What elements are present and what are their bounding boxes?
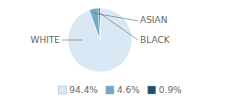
legend-label: 4.6%: [117, 85, 140, 95]
annotations: WHITE ASIAN BLACK: [30, 13, 170, 45]
legend-item: 94.4%: [58, 85, 98, 95]
slice-label: ASIAN: [140, 15, 167, 25]
pie-slice: [89, 8, 100, 40]
leader-line: [62, 40, 82, 41]
slice-label: BLACK: [140, 35, 171, 45]
legend-swatch: [58, 86, 66, 94]
legend-item: 4.6%: [106, 85, 140, 95]
legend-item: 0.9%: [148, 85, 182, 95]
legend: 94.4% 4.6% 0.9%: [58, 85, 182, 95]
legend-swatch: [148, 86, 156, 94]
leader-line: [99, 13, 138, 40]
slice-label: WHITE: [30, 35, 60, 45]
legend-swatch: [106, 86, 114, 94]
legend-label: 94.4%: [69, 85, 98, 95]
legend-label: 0.9%: [159, 85, 182, 95]
chart: WHITE ASIAN BLACK 94.4% 4.6% 0.9%: [0, 0, 240, 100]
